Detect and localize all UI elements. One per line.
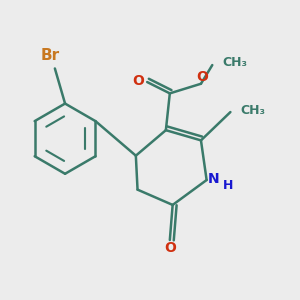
Text: N: N <box>208 172 220 186</box>
Text: CH₃: CH₃ <box>241 104 266 117</box>
Text: Br: Br <box>41 48 60 63</box>
Text: O: O <box>197 70 208 84</box>
Text: CH₃: CH₃ <box>223 56 247 69</box>
Text: O: O <box>133 74 145 88</box>
Text: H: H <box>222 179 233 192</box>
Text: O: O <box>164 241 176 255</box>
